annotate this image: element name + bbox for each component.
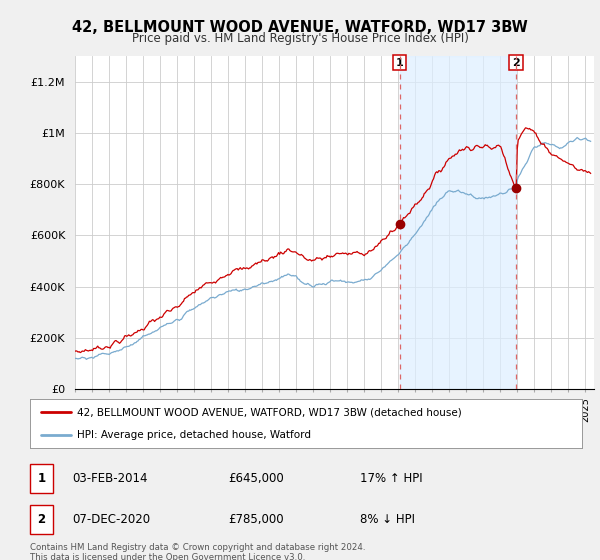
Text: £645,000: £645,000 bbox=[228, 472, 284, 486]
Text: £785,000: £785,000 bbox=[228, 513, 284, 526]
Text: 42, BELLMOUNT WOOD AVENUE, WATFORD, WD17 3BW: 42, BELLMOUNT WOOD AVENUE, WATFORD, WD17… bbox=[72, 20, 528, 35]
Text: 1: 1 bbox=[37, 472, 46, 486]
Text: 07-DEC-2020: 07-DEC-2020 bbox=[72, 513, 150, 526]
Text: 2: 2 bbox=[37, 513, 46, 526]
Text: This data is licensed under the Open Government Licence v3.0.: This data is licensed under the Open Gov… bbox=[30, 553, 305, 560]
Text: 42, BELLMOUNT WOOD AVENUE, WATFORD, WD17 3BW (detached house): 42, BELLMOUNT WOOD AVENUE, WATFORD, WD17… bbox=[77, 407, 461, 417]
Text: 1: 1 bbox=[396, 58, 404, 68]
Text: 17% ↑ HPI: 17% ↑ HPI bbox=[360, 472, 422, 486]
Text: Contains HM Land Registry data © Crown copyright and database right 2024.: Contains HM Land Registry data © Crown c… bbox=[30, 543, 365, 552]
Bar bbox=[400, 56, 516, 389]
Text: HPI: Average price, detached house, Watford: HPI: Average price, detached house, Watf… bbox=[77, 430, 311, 440]
Text: 2: 2 bbox=[512, 58, 520, 68]
Text: Price paid vs. HM Land Registry's House Price Index (HPI): Price paid vs. HM Land Registry's House … bbox=[131, 32, 469, 45]
Text: 8% ↓ HPI: 8% ↓ HPI bbox=[360, 513, 415, 526]
Text: 03-FEB-2014: 03-FEB-2014 bbox=[72, 472, 148, 486]
